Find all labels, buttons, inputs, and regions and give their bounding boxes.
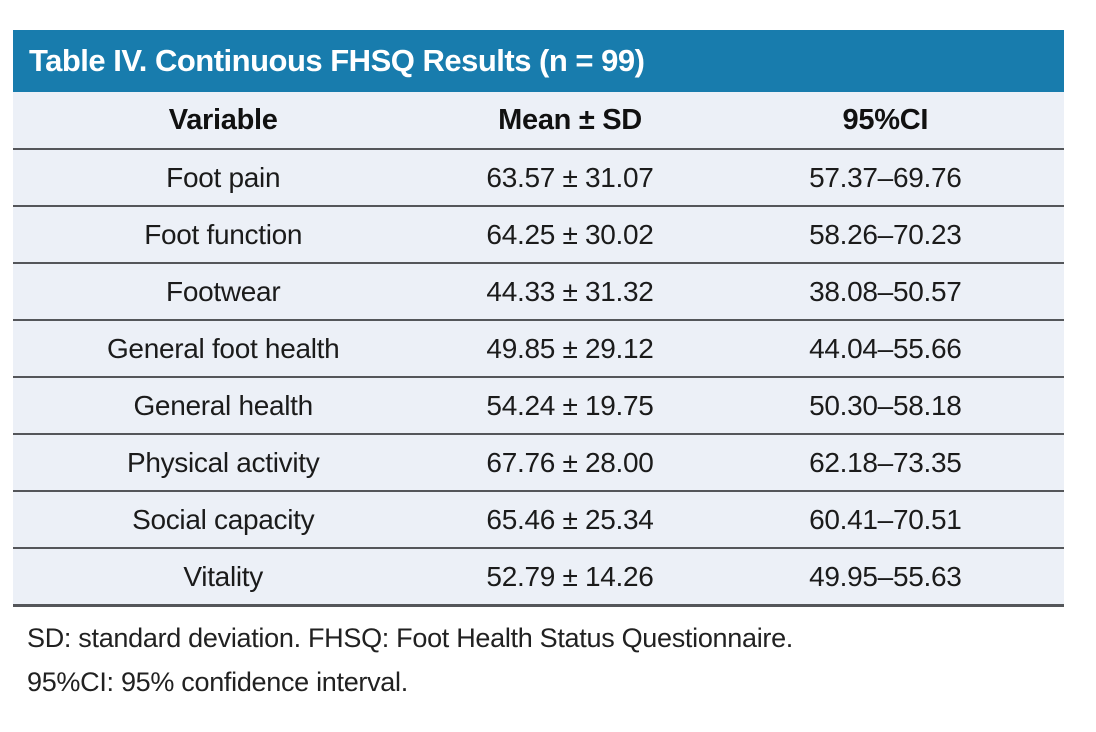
cell-variable: Social capacity — [132, 503, 315, 535]
cell-variable: Physical activity — [126, 446, 320, 478]
table-row: General health 54.24 ± 19.75 50.30–58.18 — [13, 377, 1064, 434]
table-row: Social capacity 65.46 ± 25.34 60.41–70.5… — [13, 491, 1064, 548]
footnote-ci-definition: 95%CI: 95% confidence interval. — [27, 667, 408, 697]
cell-mean-sd: 44.33 ± 31.32 — [486, 275, 654, 307]
cell-mean-sd: 65.46 ± 25.34 — [486, 503, 654, 535]
cell-ci: 38.08–50.57 — [809, 275, 962, 307]
cell-ci: 49.95–55.63 — [809, 560, 962, 592]
cell-variable: Vitality — [183, 560, 263, 592]
cell-ci: 58.26–70.23 — [809, 218, 962, 250]
table-row: Footwear 44.33 ± 31.32 38.08–50.57 — [13, 263, 1064, 320]
cell-mean-sd: 49.85 ± 29.12 — [486, 332, 654, 364]
table-row: General foot health 49.85 ± 29.12 44.04–… — [13, 320, 1064, 377]
table-row: Vitality 52.79 ± 14.26 49.95–55.63 — [13, 548, 1064, 606]
table-row: Foot function 64.25 ± 30.02 58.26–70.23 — [13, 206, 1064, 263]
cell-mean-sd: 52.79 ± 14.26 — [486, 560, 654, 592]
cell-mean-sd: 63.57 ± 31.07 — [486, 161, 654, 193]
fhsq-results-table: Table IV. Continuous FHSQ Results (n = 9… — [13, 30, 1064, 704]
table-title-bar: Table IV. Continuous FHSQ Results (n = 9… — [13, 30, 1064, 92]
table-row: Foot pain 63.57 ± 31.07 57.37–69.76 — [13, 149, 1064, 206]
column-header-mean-sd: Mean ± SD — [498, 103, 642, 136]
cell-ci: 62.18–73.35 — [809, 446, 962, 478]
column-header-95ci: 95%CI — [842, 103, 929, 136]
cell-variable: General health — [133, 389, 313, 421]
fhsq-table: Variable Mean ± SD 95%CI Foot pain 63.57… — [13, 92, 1064, 607]
table-footnotes: SD: standard deviation. FHSQ: Foot Healt… — [27, 616, 1064, 704]
cell-ci: 57.37–69.76 — [809, 161, 962, 193]
cell-mean-sd: 64.25 ± 30.02 — [486, 218, 654, 250]
column-header-variable: Variable — [168, 103, 278, 136]
table-title: Table IV. Continuous FHSQ Results (n = 9… — [29, 43, 645, 78]
cell-variable: Foot pain — [166, 161, 281, 193]
cell-mean-sd: 54.24 ± 19.75 — [486, 389, 654, 421]
cell-mean-sd: 67.76 ± 28.00 — [486, 446, 654, 478]
cell-ci: 60.41–70.51 — [809, 503, 962, 535]
cell-variable: General foot health — [106, 332, 340, 364]
footnote-abbreviations: SD: standard deviation. FHSQ: Foot Healt… — [27, 623, 793, 653]
cell-variable: Footwear — [166, 275, 281, 307]
cell-ci: 50.30–58.18 — [809, 389, 962, 421]
table-header-row: Variable Mean ± SD 95%CI — [13, 92, 1064, 149]
cell-variable: Foot function — [144, 218, 303, 250]
table-row: Physical activity 67.76 ± 28.00 62.18–73… — [13, 434, 1064, 491]
cell-ci: 44.04–55.66 — [809, 332, 962, 364]
